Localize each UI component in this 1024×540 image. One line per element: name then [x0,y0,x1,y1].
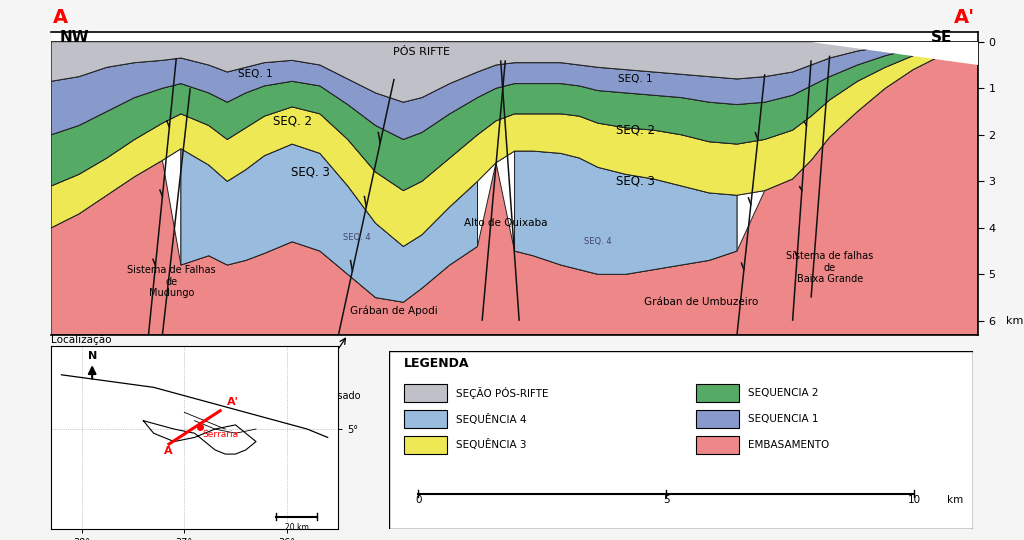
Text: SEQ. 2: SEQ. 2 [272,114,311,127]
Text: Serraria: Serraria [203,430,239,439]
Text: A': A' [227,397,240,407]
Bar [403,410,447,428]
Text: Localização: Localização [51,335,112,345]
Text: SEQUÊNCIA 3: SEQUÊNCIA 3 [457,440,526,450]
Polygon shape [51,45,978,335]
Text: N: N [87,350,97,361]
Text: EMBASAMENTO: EMBASAMENTO [749,440,829,450]
Text: Grában de Apodi: Grában de Apodi [350,306,438,316]
Text: Grában de Umbuzeiro: Grában de Umbuzeiro [644,297,759,307]
Text: A: A [53,8,69,27]
Polygon shape [181,144,477,302]
Polygon shape [51,42,978,102]
Polygon shape [51,43,978,191]
Polygon shape [51,42,978,139]
Bar [403,384,447,402]
Polygon shape [515,151,737,274]
Text: km: km [1006,316,1023,326]
Text: LEGENDA: LEGENDA [403,357,469,370]
Text: SEQUENCIA 2: SEQUENCIA 2 [749,388,818,398]
Text: SEQ. 4: SEQ. 4 [343,233,371,241]
Text: SEQ. 4: SEQ. 4 [584,237,611,246]
Bar [695,436,739,454]
Text: SEQ. 2: SEQ. 2 [615,124,654,137]
Bar [695,410,739,428]
Polygon shape [811,42,978,65]
Bar [695,384,739,402]
Polygon shape [51,42,978,139]
Text: PÓS RIFTE: PÓS RIFTE [393,47,451,57]
Polygon shape [51,44,978,246]
Text: NW: NW [59,30,89,45]
Text: SE: SE [931,30,952,45]
Text: Sistema de falhas
de
Baixa Grande: Sistema de falhas de Baixa Grande [786,251,873,284]
Bar [403,436,447,454]
Polygon shape [51,43,978,191]
Polygon shape [51,44,978,246]
Polygon shape [515,151,737,274]
Text: SEQ. 3: SEQ. 3 [291,165,330,178]
Text: SEQUENCIA 1: SEQUENCIA 1 [749,414,818,424]
Text: km: km [947,495,964,505]
Text: Sistema de Falhas
de
Mudungo: Sistema de Falhas de Mudungo [127,265,216,298]
Text: A': A' [953,8,975,27]
Text: A: A [164,446,172,456]
Text: SEQ. 1: SEQ. 1 [238,69,272,79]
Text: 0: 0 [415,495,422,505]
Text: SEQ. 1: SEQ. 1 [617,74,652,84]
Text: 5: 5 [664,495,670,505]
Text: 20 km: 20 km [285,523,309,531]
Text: Falha
de
Dix-Sept Rosado: Falha de Dix-Sept Rosado [280,367,360,401]
Text: SEÇÃO PÓS-RIFTE: SEÇÃO PÓS-RIFTE [457,387,549,399]
Polygon shape [51,42,978,102]
Text: Alto de Quixaba: Alto de Quixaba [464,219,547,228]
Text: SEQ. 3: SEQ. 3 [615,175,654,188]
Polygon shape [181,144,477,302]
Text: SEQUÊNCIA 4: SEQUÊNCIA 4 [457,414,526,424]
Text: 10: 10 [908,495,921,505]
